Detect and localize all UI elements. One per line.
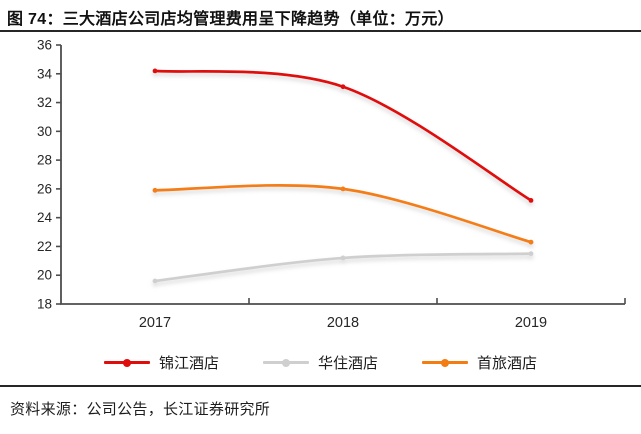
legend-line-icon — [422, 358, 468, 367]
series-锦江酒店 — [152, 68, 534, 203]
legend-marker-icon — [441, 358, 449, 367]
legend-line-icon — [103, 358, 150, 367]
legend-item-shoulv: 首旅酒店 — [422, 352, 537, 373]
series-lines — [152, 68, 534, 284]
y-axis-label: 32 — [37, 95, 52, 110]
series-华住酒店 — [152, 251, 534, 284]
footer-divider — [0, 385, 641, 387]
x-axis-label: 2019 — [515, 315, 547, 331]
y-axis-label: 36 — [37, 38, 52, 53]
x-axis-label: 2017 — [139, 315, 171, 331]
y-axis-label: 34 — [37, 66, 53, 81]
axes — [56, 44, 626, 305]
series-line — [153, 69, 533, 202]
y-axis-label: 20 — [37, 268, 52, 283]
legend-label: 华住酒店 — [317, 355, 378, 372]
data-point-marker — [528, 198, 534, 203]
data-point-marker — [152, 278, 158, 284]
y-axis-label: 30 — [37, 124, 52, 139]
data-point-marker — [528, 239, 534, 245]
data-point-marker — [340, 84, 346, 90]
legend-line-icon — [262, 358, 309, 367]
chart-title: 图 74：三大酒店公司店均管理费用呈下降趋势（单位：万元） — [7, 11, 454, 28]
series-首旅酒店 — [152, 184, 534, 245]
data-point-marker — [340, 186, 346, 192]
data-point-marker — [152, 68, 158, 74]
legend-marker-icon — [122, 358, 131, 367]
source-note: 资料来源：公司公告，长江证券研究所 — [10, 401, 271, 418]
title-underline — [0, 30, 641, 32]
legend-item-huazhu: 华住酒店 — [262, 352, 378, 373]
y-axis-label: 22 — [37, 239, 52, 254]
x-axis-label: 2018 — [327, 315, 359, 331]
series-line — [153, 184, 533, 244]
legend-marker-icon — [281, 358, 290, 367]
y-axis-label: 18 — [37, 297, 52, 312]
legend-item-jinjiang: 锦江酒店 — [103, 352, 219, 373]
y-axis-label: 26 — [37, 181, 52, 196]
legend: 锦江酒店 华住酒店 首旅酒店 — [0, 352, 641, 373]
legend-label: 锦江酒店 — [158, 355, 219, 372]
y-axis-label: 24 — [37, 210, 53, 225]
y-axis-label: 28 — [37, 153, 52, 168]
data-point-marker — [528, 251, 534, 257]
data-point-marker — [152, 187, 158, 193]
data-point-marker — [340, 255, 346, 261]
legend-label: 首旅酒店 — [477, 355, 538, 372]
